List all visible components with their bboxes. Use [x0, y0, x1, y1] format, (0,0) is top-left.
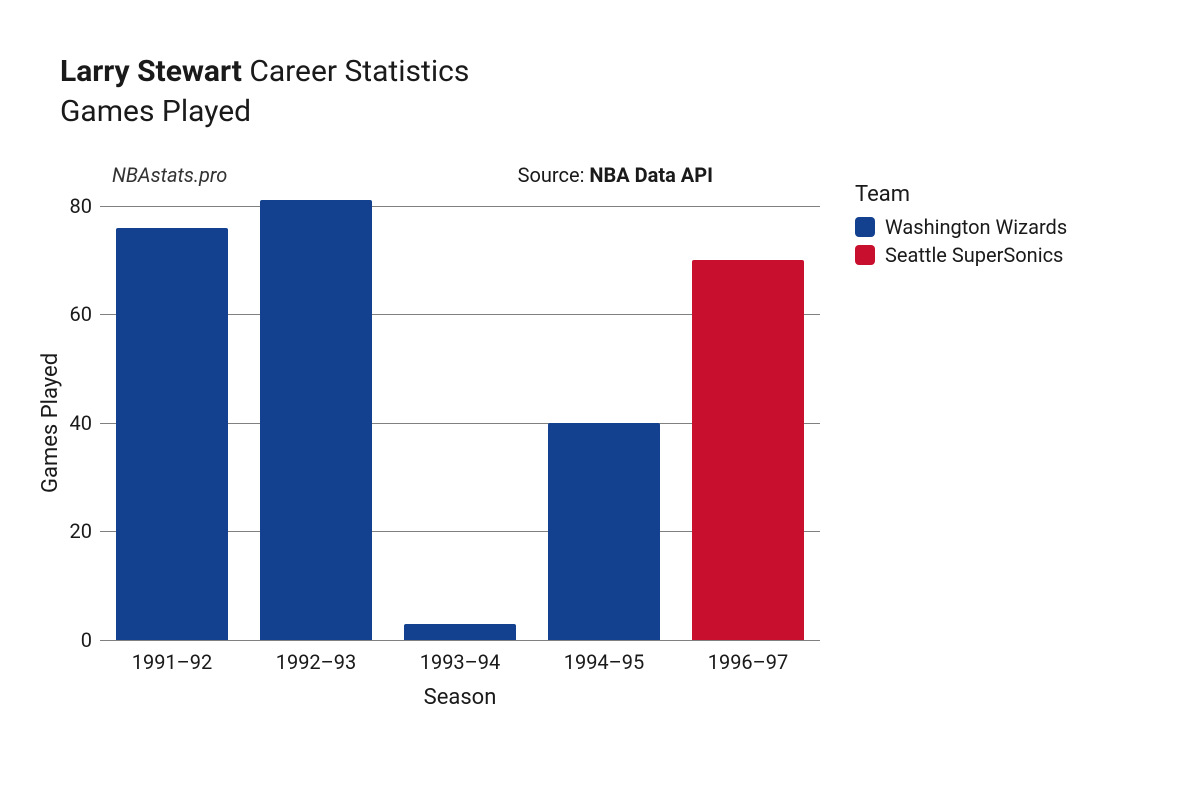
title-suffix: Career Statistics — [242, 54, 469, 89]
source-prefix: Source: — [518, 163, 590, 187]
x-tick-label: 1992–93 — [276, 650, 357, 674]
x-tick-label: 1996–97 — [708, 650, 789, 674]
y-tick-label: 40 — [60, 411, 92, 435]
title-line-1: Larry Stewart Career Statistics — [60, 55, 469, 90]
title-line-2: Games Played — [60, 94, 469, 129]
title-player-name: Larry Stewart — [60, 54, 242, 89]
source-label: Source: NBA Data API — [518, 163, 713, 187]
y-tick-label: 80 — [60, 194, 92, 218]
x-axis-title: Season — [424, 685, 497, 710]
bar — [260, 200, 372, 640]
legend-item: Seattle SuperSonics — [855, 243, 1067, 267]
y-tick-label: 20 — [60, 519, 92, 543]
legend-swatch — [855, 245, 875, 265]
chart-title: Larry Stewart Career Statistics Games Pl… — [60, 55, 469, 129]
x-tick-label: 1991–92 — [132, 650, 213, 674]
x-tick-label: 1994–95 — [564, 650, 645, 674]
bar — [404, 624, 516, 640]
y-tick-label: 60 — [60, 302, 92, 326]
legend-items: Washington Wizards Seattle SuperSonics — [855, 215, 1067, 267]
watermark-label: NBAstats.pro — [112, 163, 227, 187]
chart-container: Larry Stewart Career Statistics Games Pl… — [0, 0, 1200, 800]
legend-item: Washington Wizards — [855, 215, 1067, 239]
legend-title: Team — [855, 182, 1067, 207]
legend-label: Washington Wizards — [885, 215, 1067, 239]
source-name: NBA Data API — [589, 163, 713, 187]
bar — [116, 228, 228, 640]
gridline — [100, 640, 820, 641]
legend-label: Seattle SuperSonics — [885, 243, 1063, 267]
bar — [548, 423, 660, 640]
plot-area — [100, 195, 820, 640]
legend: Team Washington Wizards Seattle SuperSoni… — [855, 182, 1067, 271]
legend-swatch — [855, 217, 875, 237]
y-tick-label: 0 — [60, 628, 92, 652]
x-tick-label: 1993–94 — [420, 650, 501, 674]
bar — [692, 260, 804, 640]
gridline — [100, 206, 820, 207]
